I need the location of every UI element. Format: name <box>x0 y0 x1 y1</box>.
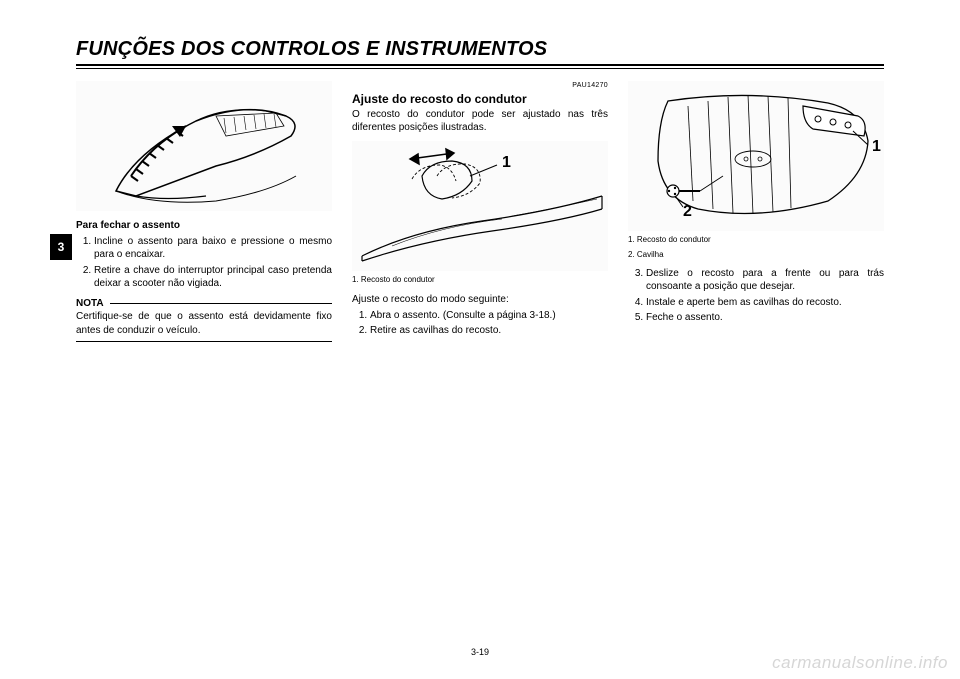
figure-caption: 2. Cavilha <box>628 250 884 261</box>
backrest-adjust-illustration: 1 <box>352 141 608 271</box>
figure-caption: 1. Recosto do condutor <box>352 275 608 286</box>
col1-steps: Incline o assento para baixo e pressione… <box>76 235 332 291</box>
col1-subheading: Para fechar o assento <box>76 219 332 233</box>
callout-1-text: 1 <box>502 154 511 171</box>
list-item: Incline o assento para baixo e pressione… <box>94 235 332 262</box>
col3-steps: Deslize o recosto para a frente ou para … <box>628 267 884 325</box>
column-3: 1 2 1. Recosto do condutor 2. Cavilha De… <box>628 81 884 342</box>
manual-page: FUNÇÕES DOS CONTROLOS E INSTRUMENTOS 3 <box>0 0 960 679</box>
list-item: Deslize o recosto para a frente ou para … <box>646 267 884 294</box>
callout-1-text: 1 <box>872 138 881 155</box>
content-columns: Para fechar o assento Incline o assento … <box>76 81 884 342</box>
nota-heading: NOTA <box>76 297 332 311</box>
callout-2-text: 2 <box>683 203 692 220</box>
list-item: Retire a chave do interruptor principal … <box>94 264 332 291</box>
figure-caption: 1. Recosto do condutor <box>628 235 884 246</box>
chapter-tab-label: 3 <box>58 240 65 254</box>
section-title: Ajuste do recosto do condutor <box>352 91 608 107</box>
figure-seat-close <box>76 81 332 211</box>
figure-backrest-underside: 1 2 <box>628 81 884 231</box>
list-item: Abra o assento. (Consulte a página 3-18.… <box>370 309 608 323</box>
col2-after-fig: Ajuste o recosto do modo seguinte: <box>352 293 608 307</box>
figure-backrest-adjust: 1 <box>352 141 608 271</box>
backrest-underside-illustration: 1 2 <box>628 81 884 231</box>
nota-bottom-rule <box>76 341 332 342</box>
watermark: carmanualsonline.info <box>772 653 948 673</box>
column-1: Para fechar o assento Incline o assento … <box>76 81 332 342</box>
list-item: Feche o assento. <box>646 311 884 325</box>
nota-label: NOTA <box>76 297 104 311</box>
col2-steps: Abra o assento. (Consulte a página 3-18.… <box>352 309 608 338</box>
section-intro: O recosto do condutor pode ser ajustado … <box>352 108 608 135</box>
chapter-tab: 3 <box>50 234 72 260</box>
seat-close-illustration <box>76 81 332 211</box>
header-rule-thin <box>76 68 884 69</box>
list-item: Retire as cavilhas do recosto. <box>370 324 608 338</box>
list-item: Instale e aperte bem as cavilhas do reco… <box>646 296 884 310</box>
header-rule-thick <box>76 64 884 66</box>
page-header: FUNÇÕES DOS CONTROLOS E INSTRUMENTOS <box>76 38 884 69</box>
nota-rule <box>110 303 332 304</box>
page-title: FUNÇÕES DOS CONTROLOS E INSTRUMENTOS <box>76 38 884 61</box>
nota-text: Certifique-se de que o assento está devi… <box>76 310 332 337</box>
column-2: PAU14270 Ajuste do recosto do condutor O… <box>352 81 608 342</box>
reference-code: PAU14270 <box>352 81 608 90</box>
